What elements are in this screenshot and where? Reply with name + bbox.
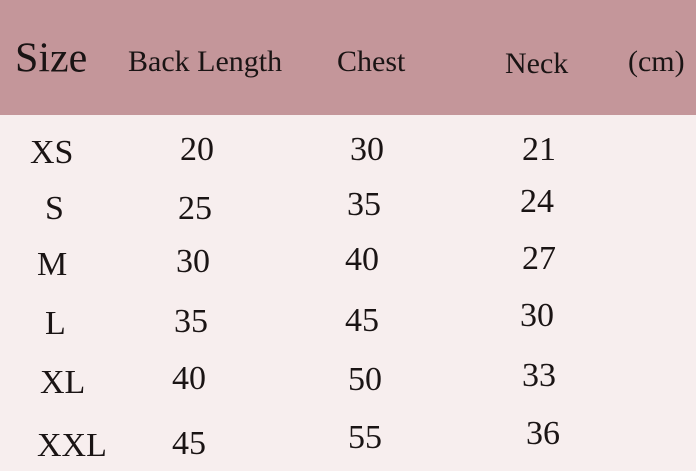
size-label: M bbox=[37, 246, 67, 283]
measurement: 55 bbox=[348, 419, 382, 456]
measurement: 30 bbox=[350, 131, 384, 168]
measurement: 35 bbox=[174, 303, 208, 340]
measurement: 40 bbox=[345, 241, 379, 278]
header-cell: Size bbox=[15, 36, 87, 82]
size-label: XL bbox=[40, 364, 85, 401]
measurement: 40 bbox=[172, 360, 206, 397]
measurement: 30 bbox=[520, 297, 554, 334]
header-cell: Back Length bbox=[128, 45, 282, 78]
header-cell: Chest bbox=[337, 45, 406, 78]
measurement: 25 bbox=[178, 190, 212, 227]
header-cell: Neck bbox=[505, 47, 568, 80]
measurement: 35 bbox=[347, 186, 381, 223]
measurement: 45 bbox=[172, 425, 206, 462]
measurement: 24 bbox=[520, 183, 554, 220]
size-label: L bbox=[45, 305, 66, 342]
measurement: 33 bbox=[522, 357, 556, 394]
header-background bbox=[0, 0, 696, 115]
header-cell: (cm) bbox=[628, 45, 685, 78]
measurement: 27 bbox=[522, 240, 556, 277]
measurement: 21 bbox=[522, 131, 556, 168]
measurement: 36 bbox=[526, 415, 560, 452]
measurement: 45 bbox=[345, 302, 379, 339]
measurement: 20 bbox=[180, 131, 214, 168]
measurement: 30 bbox=[176, 243, 210, 280]
measurement: 50 bbox=[348, 361, 382, 398]
size-label: XS bbox=[30, 134, 73, 171]
size-label: S bbox=[45, 190, 64, 227]
size-label: XXL bbox=[37, 427, 107, 464]
